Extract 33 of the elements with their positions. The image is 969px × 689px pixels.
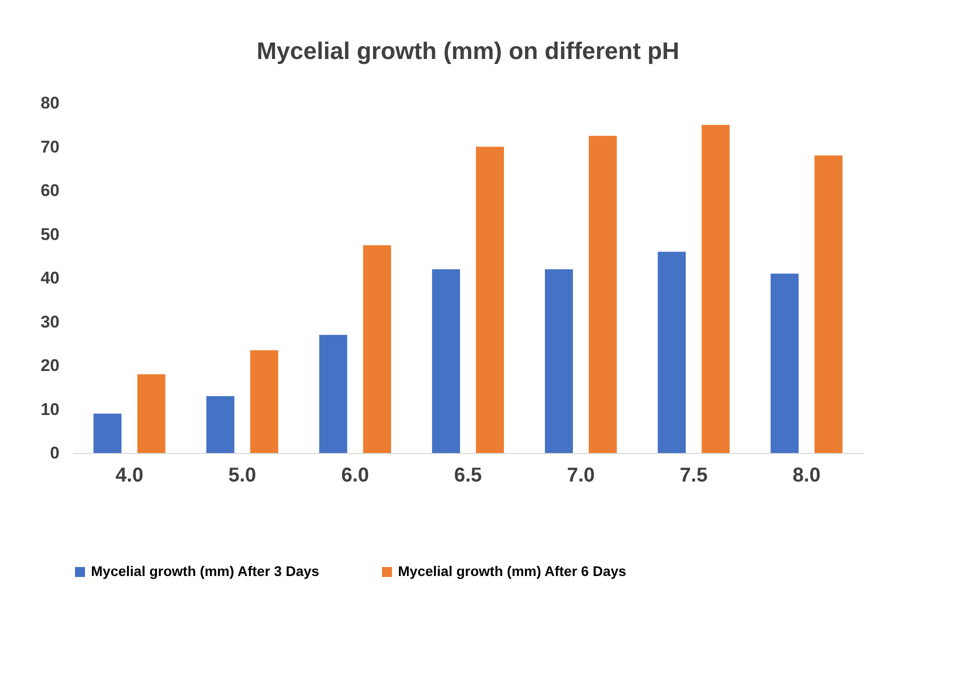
bar: [250, 350, 278, 453]
bar: [702, 124, 730, 453]
bar: [137, 374, 166, 453]
x-tick-label: 4.0: [116, 464, 144, 486]
x-tick-label: 5.0: [228, 464, 256, 486]
x-tick-label: 6.5: [454, 464, 482, 486]
x-tick-label: 8.0: [792, 464, 820, 486]
bar: [588, 136, 617, 453]
bar: [814, 156, 843, 453]
y-tick-label: 70: [40, 137, 60, 156]
y-tick-label: 50: [40, 224, 60, 244]
y-tick-label: 0: [50, 444, 60, 462]
y-tick-label: 10: [40, 400, 60, 419]
bar: [93, 414, 122, 453]
bar: [432, 269, 460, 453]
x-tick-label: 6.0: [341, 464, 370, 486]
x-tick-label: 7.0: [566, 464, 595, 486]
chart-title: Mycelial growth (mm) on different pH: [256, 38, 680, 65]
bar: [770, 274, 799, 453]
y-tick-label: 30: [40, 312, 60, 332]
bar: [544, 269, 573, 453]
bar: [476, 146, 504, 453]
bar: [319, 334, 348, 453]
legend-label: Mycelial growth (mm) After 3 Days: [91, 563, 320, 579]
y-tick-label: 40: [40, 268, 60, 288]
y-tick-label: 20: [40, 356, 60, 375]
x-tick-label: 7.5: [680, 464, 708, 486]
legend-label: Mycelial growth (mm) After 6 Days: [398, 563, 626, 579]
bar: [363, 245, 392, 453]
y-tick-label: 80: [40, 94, 60, 112]
bar: [206, 396, 234, 453]
y-tick-label: 60: [40, 181, 60, 200]
bar: [658, 252, 686, 453]
